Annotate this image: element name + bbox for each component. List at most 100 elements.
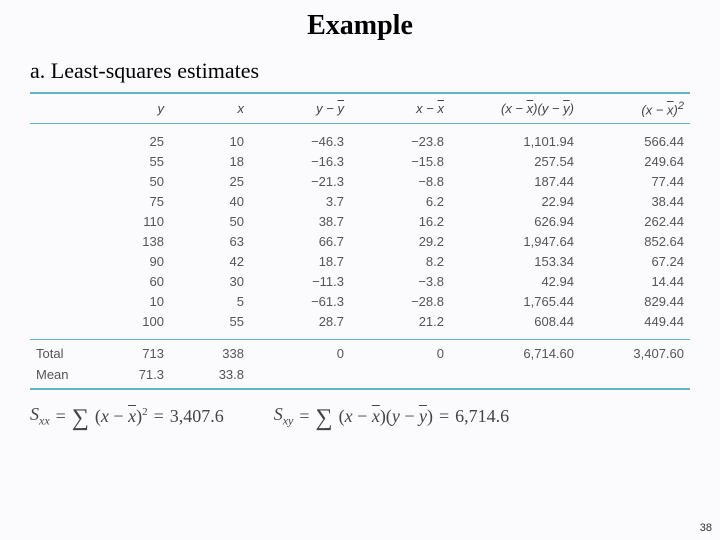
col-header-x-dev: x − x [350,93,450,124]
summary-cell: 71.3 [90,364,170,389]
table-cell: 626.94 [450,212,580,232]
table-cell: 100 [90,312,170,340]
table-footer: Total713338006,714.603,407.60Mean71.333.… [30,340,690,390]
table-cell [30,192,90,212]
page-number: 38 [700,522,712,534]
table-cell: 153.34 [450,252,580,272]
table-cell: 187.44 [450,172,580,192]
summary-cell: Mean [30,364,90,389]
table-cell: 138 [90,232,170,252]
table-row: 1105038.716.2626.94262.44 [30,212,690,232]
formula-sxy: Sxy = ∑ (x − x)(y − y) = 6,714.6 [274,404,509,429]
equals-sign: = [56,406,66,427]
table-cell: 30 [170,272,250,292]
summary-cell: 3,407.60 [580,340,690,365]
table-row: 904218.78.2153.3467.24 [30,252,690,272]
table-cell: 10 [170,124,250,152]
col-header-xy-dev: (x − x)(y − y) [450,93,580,124]
table-cell [30,172,90,192]
table-cell [30,272,90,292]
sxx-expr: (x − x)2 [95,406,148,427]
table-cell: 3.7 [250,192,350,212]
sigma-icon: ∑ [316,406,333,430]
table-cell [30,152,90,172]
table-row: 1005528.721.2608.44449.44 [30,312,690,340]
summary-cell: 0 [250,340,350,365]
table-cell: 18.7 [250,252,350,272]
table-cell: 60 [90,272,170,292]
table-cell: 75 [90,192,170,212]
table-cell: 22.94 [450,192,580,212]
table-cell: 449.44 [580,312,690,340]
table-cell: −16.3 [250,152,350,172]
table-cell: 25 [170,172,250,192]
table-cell: 257.54 [450,152,580,172]
table-cell: 16.2 [350,212,450,232]
table-cell: 50 [90,172,170,192]
col-header-y-dev: y − y [250,93,350,124]
table-cell: 42 [170,252,250,272]
table-header-row: y x y − y x − x (x − x)(y − y) (x − x)2 [30,93,690,124]
table-cell: −8.8 [350,172,450,192]
sxy-label: Sxy [274,404,294,429]
table-cell: 566.44 [580,124,690,152]
sxx-label: Sxx [30,404,50,429]
formula-sxx: Sxx = ∑ (x − x)2 = 3,407.6 [30,404,224,429]
table-cell: −3.8 [350,272,450,292]
summary-cell: 6,714.60 [450,340,580,365]
table-body: 2510−46.3−23.81,101.94566.445518−16.3−15… [30,124,690,340]
table-cell: 262.44 [580,212,690,232]
table-cell: 1,947.64 [450,232,580,252]
summary-cell [450,364,580,389]
table-row: 75403.76.222.9438.44 [30,192,690,212]
table-cell: 10 [90,292,170,312]
table-cell: 29.2 [350,232,450,252]
table-cell: 28.7 [250,312,350,340]
table-cell: 42.94 [450,272,580,292]
sxy-expr: (x − x)(y − y) [339,406,433,427]
table-cell: −28.8 [350,292,450,312]
summary-cell: Total [30,340,90,365]
table-cell: 852.64 [580,232,690,252]
table-cell: 38.7 [250,212,350,232]
table-cell: 55 [90,152,170,172]
col-header-blank [30,93,90,124]
table-cell [30,312,90,340]
table-cell: 77.44 [580,172,690,192]
col-header-x: x [170,93,250,124]
summary-cell: 33.8 [170,364,250,389]
table-cell: 1,765.44 [450,292,580,312]
col-header-x-dev-sq: (x − x)2 [580,93,690,124]
table-cell: 40 [170,192,250,212]
table-cell: 1,101.94 [450,124,580,152]
table-cell: 5 [170,292,250,312]
table-cell: 63 [170,232,250,252]
formulas-row: Sxx = ∑ (x − x)2 = 3,407.6 Sxy = ∑ (x − … [0,390,720,429]
table-cell: 55 [170,312,250,340]
summary-cell [580,364,690,389]
table-cell: 18 [170,152,250,172]
table-cell: 66.7 [250,232,350,252]
equals-sign: = [439,406,449,427]
table-cell: 38.44 [580,192,690,212]
table-container: y x y − y x − x (x − x)(y − y) (x − x)2 … [0,92,720,390]
summary-row-total: Total713338006,714.603,407.60 [30,340,690,365]
table-cell: 14.44 [580,272,690,292]
table-cell [30,252,90,272]
table-row: 5025−21.3−8.8187.4477.44 [30,172,690,192]
table-cell: 608.44 [450,312,580,340]
table-cell [30,212,90,232]
equals-sign: = [299,406,309,427]
section-subtitle: a. Least-squares estimates [0,46,720,92]
page-title: Example [0,0,720,46]
summary-cell: 338 [170,340,250,365]
table-row: 1386366.729.21,947.64852.64 [30,232,690,252]
equals-sign: = [154,406,164,427]
summary-cell: 713 [90,340,170,365]
table-cell: 21.2 [350,312,450,340]
table-cell: −15.8 [350,152,450,172]
table-cell: −23.8 [350,124,450,152]
sigma-icon: ∑ [72,406,89,430]
table-cell: 67.24 [580,252,690,272]
table-cell: 110 [90,212,170,232]
